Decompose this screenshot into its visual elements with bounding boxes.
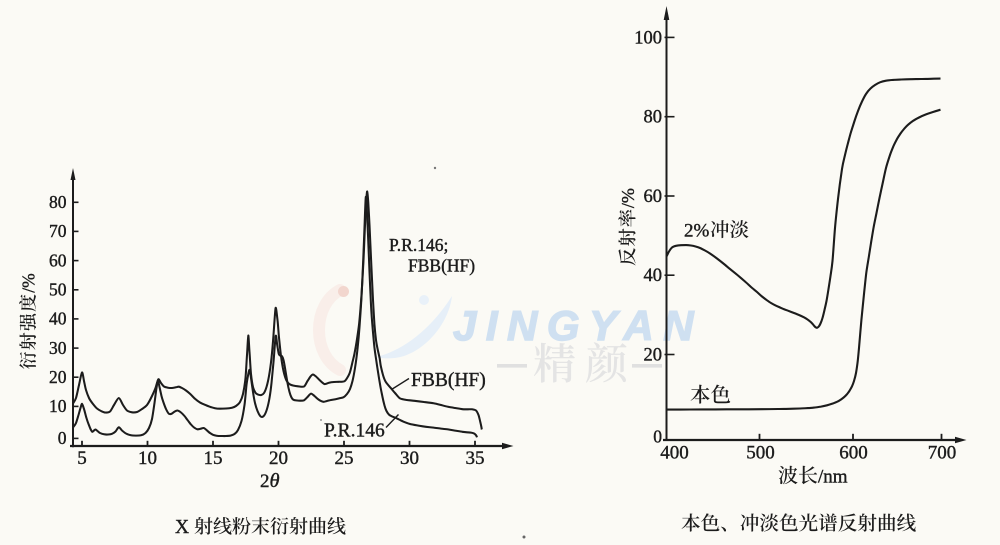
svg-text:500: 500 <box>746 443 775 464</box>
svg-text:70: 70 <box>49 221 67 241</box>
svg-text:40: 40 <box>49 309 67 329</box>
svg-text:100: 100 <box>634 28 662 48</box>
svg-text:FBB(HF): FBB(HF) <box>411 370 486 391</box>
svg-text:P.R.146: P.R.146 <box>324 421 385 442</box>
svg-text:30: 30 <box>400 448 419 469</box>
svg-text:/%: /% <box>19 273 39 292</box>
svg-text:2%: 2% <box>684 221 710 242</box>
svg-text:5: 5 <box>77 448 87 469</box>
svg-text:400: 400 <box>660 443 689 464</box>
svg-text:40: 40 <box>644 266 663 286</box>
svg-text:2θ: 2θ <box>260 470 280 492</box>
svg-text:15: 15 <box>204 448 223 469</box>
svg-text:20: 20 <box>644 346 663 366</box>
svg-text:FBB(HF): FBB(HF) <box>408 256 475 276</box>
svg-text:50: 50 <box>49 280 67 300</box>
svg-text:P.R.146;: P.R.146; <box>389 235 448 255</box>
svg-text:600: 600 <box>839 443 868 464</box>
svg-text:20: 20 <box>269 448 288 469</box>
svg-text:/nm: /nm <box>818 467 848 488</box>
svg-text:60: 60 <box>644 187 663 207</box>
svg-text:25: 25 <box>335 448 354 469</box>
svg-text:10: 10 <box>49 396 67 416</box>
svg-text:60: 60 <box>49 250 67 270</box>
svg-text:10: 10 <box>138 448 157 469</box>
svg-text:35: 35 <box>466 448 485 469</box>
svg-text:/%: /% <box>618 188 638 208</box>
svg-text:30: 30 <box>49 338 67 358</box>
svg-text:0: 0 <box>653 427 662 447</box>
svg-text:80: 80 <box>644 108 663 128</box>
svg-text:JINGYAN: JINGYAN <box>453 302 703 349</box>
svg-text:20: 20 <box>49 367 67 387</box>
svg-text:X: X <box>175 517 189 538</box>
svg-text:0: 0 <box>58 428 67 448</box>
svg-text:700: 700 <box>928 443 957 464</box>
svg-text:80: 80 <box>49 192 67 212</box>
